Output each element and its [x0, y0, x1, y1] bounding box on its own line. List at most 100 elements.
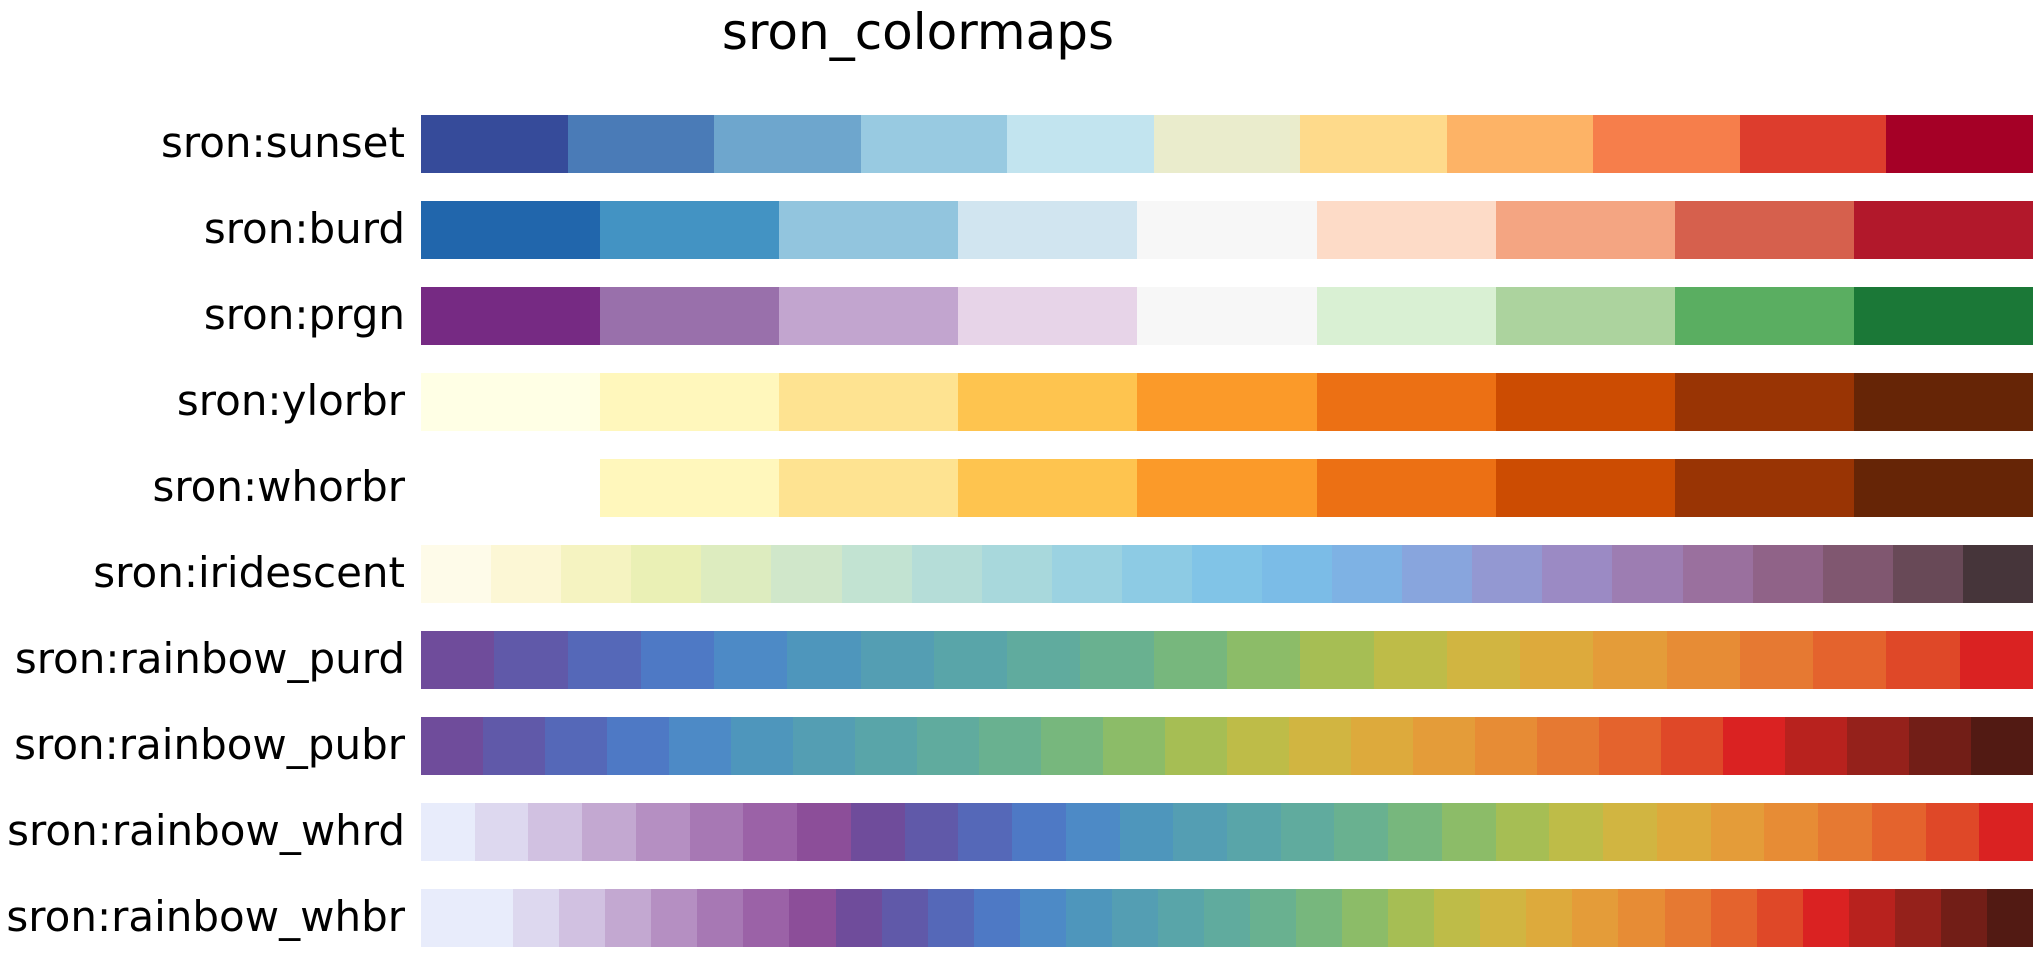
color-swatch [882, 889, 928, 947]
color-swatch [1537, 717, 1599, 775]
color-swatch [982, 545, 1052, 603]
colormap-bar [421, 545, 2033, 603]
color-swatch [1818, 803, 1872, 861]
colormap-row: sron:iridescent [0, 545, 2044, 603]
color-swatch [528, 803, 582, 861]
color-swatch [1342, 889, 1388, 947]
color-swatch [1250, 889, 1296, 947]
color-swatch [494, 631, 568, 689]
color-swatch [1227, 803, 1281, 861]
color-swatch [979, 717, 1041, 775]
color-swatch [1103, 717, 1165, 775]
color-swatch [1442, 803, 1496, 861]
color-swatch [1675, 287, 1854, 345]
color-swatch [1740, 631, 1813, 689]
color-swatch [1007, 115, 1154, 173]
colormap-row: sron:rainbow_purd [0, 631, 2044, 689]
colormap-label: sron:rainbow_whrd [7, 806, 405, 855]
color-swatch [1154, 631, 1227, 689]
color-swatch [861, 631, 934, 689]
color-swatch [1204, 889, 1250, 947]
color-swatch [1785, 717, 1847, 775]
color-swatch [934, 631, 1007, 689]
colormap-bar [421, 889, 2033, 947]
color-swatch [1854, 459, 2033, 517]
color-swatch [1447, 115, 1593, 173]
color-swatch [607, 717, 669, 775]
color-swatch [1041, 717, 1103, 775]
color-swatch [1847, 717, 1909, 775]
color-swatch [559, 889, 605, 947]
color-swatch [582, 803, 636, 861]
colormap-bar [421, 201, 2033, 259]
color-swatch [421, 803, 475, 861]
color-swatch [797, 803, 851, 861]
color-swatch [1757, 889, 1803, 947]
color-swatch [1332, 545, 1402, 603]
color-swatch [421, 545, 491, 603]
color-swatch [1803, 889, 1849, 947]
color-swatch [545, 717, 607, 775]
color-swatch [1872, 803, 1926, 861]
color-swatch [421, 889, 467, 947]
colormap-bar [421, 803, 2033, 861]
color-swatch [1281, 803, 1334, 861]
color-swatch [1120, 803, 1173, 861]
color-swatch [731, 717, 793, 775]
color-swatch [421, 459, 600, 517]
color-swatch [1661, 717, 1723, 775]
colormap-bar [421, 717, 2033, 775]
color-swatch [1020, 889, 1066, 947]
color-swatch [1496, 373, 1675, 431]
color-swatch [1137, 373, 1317, 431]
colormap-row: sron:burd [0, 201, 2044, 259]
color-swatch [600, 459, 779, 517]
color-swatch [697, 889, 743, 947]
color-swatch [1542, 545, 1612, 603]
colormap-label: sron:rainbow_whbr [6, 892, 405, 941]
colormap-row: sron:prgn [0, 287, 2044, 345]
color-swatch [714, 115, 861, 173]
color-swatch [1665, 889, 1711, 947]
color-swatch [787, 631, 861, 689]
color-swatch [1711, 889, 1757, 947]
colormap-row: sron:sunset [0, 115, 2044, 173]
colormap-bar [421, 631, 2033, 689]
color-swatch [421, 115, 568, 173]
color-swatch [1137, 459, 1317, 517]
color-swatch [1667, 631, 1740, 689]
color-swatch [1675, 201, 1854, 259]
color-swatch [1675, 373, 1854, 431]
colormap-row: sron:rainbow_whrd [0, 803, 2044, 861]
color-swatch [836, 889, 882, 947]
color-swatch [1012, 803, 1066, 861]
color-swatch [631, 545, 701, 603]
color-swatch [641, 631, 714, 689]
colormap-label: sron:rainbow_pubr [14, 720, 405, 769]
color-swatch [1066, 889, 1112, 947]
color-swatch [714, 631, 787, 689]
color-swatch [1612, 545, 1683, 603]
color-swatch [1402, 545, 1472, 603]
color-swatch [1475, 717, 1537, 775]
color-swatch [1960, 631, 2033, 689]
color-swatch [958, 373, 1137, 431]
color-swatch [651, 889, 697, 947]
color-swatch [928, 889, 974, 947]
color-swatch [1317, 459, 1496, 517]
color-swatch [467, 889, 513, 947]
color-swatch [789, 889, 836, 947]
color-swatch [1122, 545, 1192, 603]
color-swatch [1603, 803, 1657, 861]
color-swatch [568, 631, 641, 689]
color-swatch [1317, 287, 1496, 345]
color-swatch [669, 717, 731, 775]
color-swatch [1886, 115, 2033, 173]
colormap-row: sron:rainbow_whbr [0, 889, 2044, 947]
color-swatch [1823, 545, 1893, 603]
color-swatch [1740, 115, 1886, 173]
colormap-label: sron:burd [203, 204, 405, 253]
color-swatch [1893, 545, 1963, 603]
color-swatch [1526, 889, 1572, 947]
color-swatch [1496, 803, 1549, 861]
